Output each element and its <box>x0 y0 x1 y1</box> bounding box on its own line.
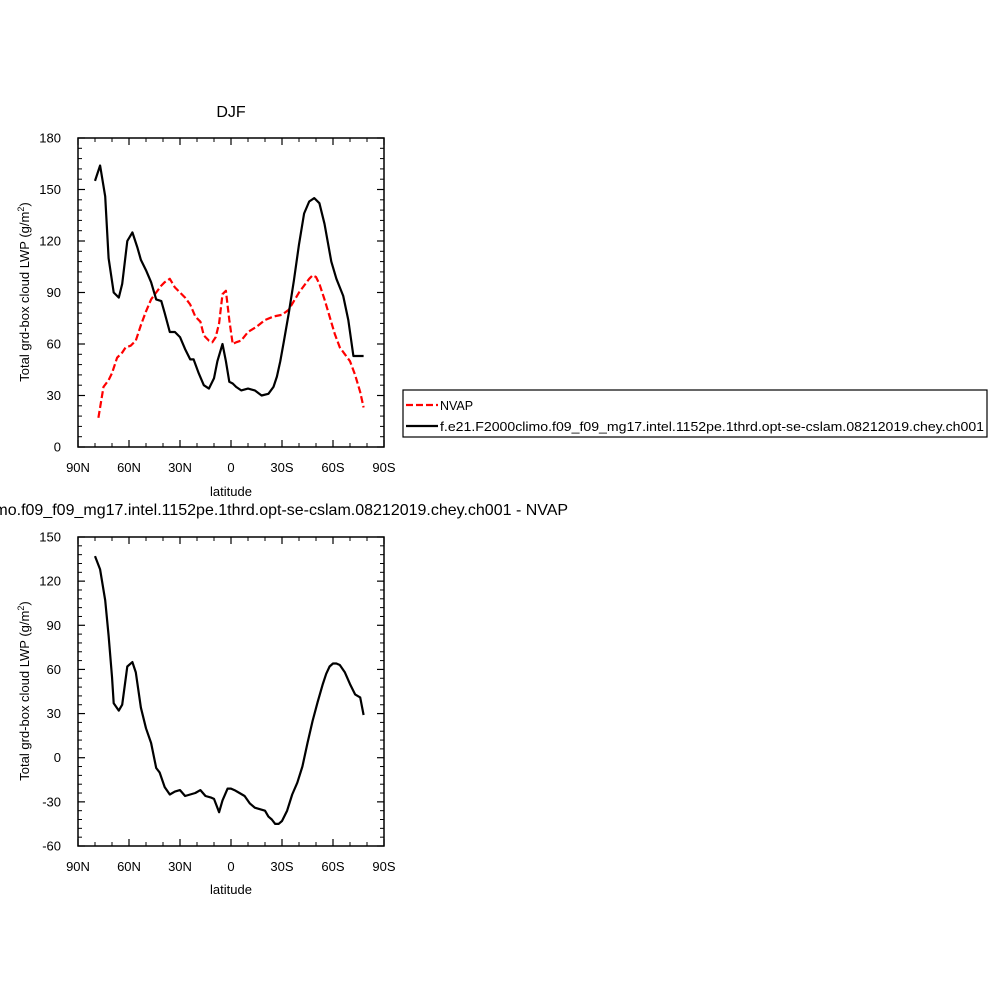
chart-1-legend: NVAP f.e21.F2000climo.f09_f09_mg17.intel… <box>402 389 988 438</box>
y-tick-label: 0 <box>54 440 61 455</box>
x-tick-label: 30S <box>270 859 293 874</box>
y-tick-label: 120 <box>39 234 61 249</box>
x-tick-label: 30N <box>168 859 192 874</box>
chart-panel-1: DJF 90N 60N 30N 0 30S 60S 90S 0 30 60 90 120 150 180… <box>16 104 988 499</box>
x-tick-label: 60S <box>321 460 344 475</box>
x-tick-label: 0 <box>227 859 234 874</box>
y-tick-label: 0 <box>54 750 61 765</box>
x-tick-label: 90S <box>372 460 395 475</box>
chart-2-y-axis-label-main: Total grd-box cloud LWP (g/m <box>17 611 32 781</box>
x-tick-label: 60N <box>117 859 141 874</box>
chart-panel-2: f.e21.F2000climo.f09_f09_mg17.intel.1152… <box>0 502 568 897</box>
y-tick-label: -30 <box>42 794 61 809</box>
chart-1-y-axis-label: Total grd-box cloud LWP (g/m2) <box>16 202 32 381</box>
chart-2-y-tick-labels: -60 -30 0 30 60 90 120 150 <box>39 530 61 854</box>
y-tick-label: 150 <box>39 182 61 197</box>
x-tick-label: 30S <box>270 460 293 475</box>
legend-label-model: f.e21.F2000climo.f09_f09_mg17.intel.1152… <box>440 420 984 434</box>
chart-1-y-tick-labels: 0 30 60 90 120 150 180 <box>39 131 61 455</box>
y-tick-label: 90 <box>47 618 61 633</box>
chart-2-x-tick-labels: 90N 60N 30N 0 30S 60S 90S <box>66 859 396 874</box>
y-tick-label: 60 <box>47 662 61 677</box>
y-tick-label: 30 <box>47 706 61 721</box>
y-tick-label: 60 <box>47 337 61 352</box>
y-tick-label: -60 <box>42 839 61 854</box>
series-line-nvap <box>97 274 365 418</box>
chart-2-y-axis-label: Total grd-box cloud LWP (g/m2) <box>16 601 32 780</box>
series-line-model <box>93 555 365 826</box>
chart-2-y-axis-label-sup: 2 <box>16 606 26 611</box>
y-tick-label: 150 <box>39 530 61 545</box>
x-tick-label: 60S <box>321 859 344 874</box>
chart-1-y-axis-label-end: ) <box>17 202 32 206</box>
chart-1-tick-marks <box>77 137 385 448</box>
chart-2-x-axis-label: latitude <box>210 882 252 897</box>
y-tick-label: 90 <box>47 285 61 300</box>
x-tick-label: 60N <box>117 460 141 475</box>
y-tick-label: 30 <box>47 388 61 403</box>
x-tick-label: 30N <box>168 460 192 475</box>
x-tick-label: 90N <box>66 460 90 475</box>
chart-1-plot-frame <box>77 137 385 448</box>
x-tick-label: 0 <box>227 460 234 475</box>
chart-2-title: f.e21.F2000climo.f09_f09_mg17.intel.1152… <box>0 502 568 519</box>
chart-2-tick-marks <box>77 536 385 847</box>
chart-1-series-lines <box>93 164 365 418</box>
series-line-model <box>93 164 364 397</box>
chart-1-x-axis-label: latitude <box>210 484 252 499</box>
chart-1-title: DJF <box>216 104 246 121</box>
chart-2-series-lines <box>93 555 365 826</box>
chart-1-x-tick-labels: 90N 60N 30N 0 30S 60S 90S <box>66 460 396 475</box>
chart-1-y-axis-label-main: Total grd-box cloud LWP (g/m <box>17 212 32 382</box>
legend-frame <box>402 389 988 438</box>
legend-label-nvap: NVAP <box>440 399 473 413</box>
y-tick-label: 120 <box>39 574 61 589</box>
chart-2-y-axis-label-end: ) <box>17 601 32 605</box>
y-tick-label: 180 <box>39 131 61 146</box>
x-tick-label: 90S <box>372 859 395 874</box>
x-tick-label: 90N <box>66 859 90 874</box>
chart-1-y-axis-label-sup: 2 <box>16 207 26 212</box>
